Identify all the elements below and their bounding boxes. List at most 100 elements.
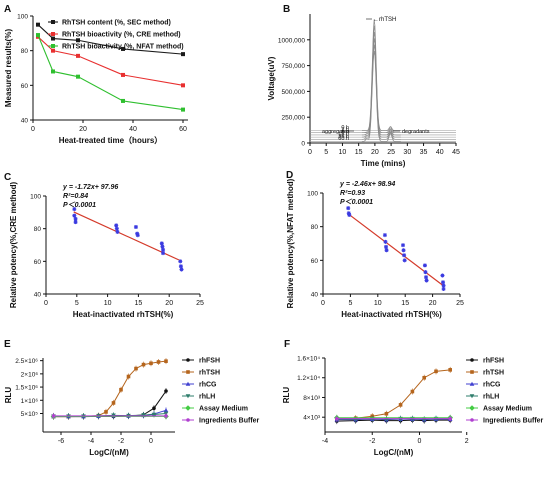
scatter-point <box>161 251 166 256</box>
data-point <box>164 359 168 363</box>
panel-letter-a: A <box>4 4 11 15</box>
data-point <box>163 408 169 413</box>
scatter-point <box>441 283 446 288</box>
data-point <box>141 362 146 367</box>
trace-label: 0 h <box>341 125 349 131</box>
y-tick-label: 80 <box>21 48 29 55</box>
x-tick-label: 2 <box>465 438 469 445</box>
chromatogram-trace <box>361 19 401 131</box>
peak-label: ←rhTSH <box>373 17 396 23</box>
legend-label: rhFSH <box>483 358 504 365</box>
data-point <box>151 412 157 417</box>
aggregates-label: aggregates <box>322 129 350 135</box>
legend-marker <box>186 358 190 362</box>
y-tick-label: 80 <box>311 224 319 231</box>
fit-line <box>73 211 182 262</box>
legend-marker <box>186 418 190 422</box>
x-tick-label: 15 <box>355 149 363 156</box>
legend-marker <box>470 418 474 422</box>
y-tick-label: 2×10⁶ <box>21 371 39 378</box>
data-point <box>448 368 452 372</box>
y-tick-label: 80 <box>34 226 42 233</box>
equation-line: P＜0.0001 <box>63 201 96 209</box>
y-tick-label: 500,000 <box>282 89 306 96</box>
data-point <box>76 74 80 79</box>
scatter-point <box>114 223 119 228</box>
scatter-point <box>401 243 406 248</box>
x-tick-label: 40 <box>436 149 444 156</box>
x-axis-label: Heat-inactivated rhTSH(%) <box>73 310 174 319</box>
scatter-point <box>401 248 406 253</box>
panel-d: 0 5 10 15 20 25 40 60 80 100 Heat-inactivated rhTS… <box>286 178 464 319</box>
panel-c: 0 5 10 15 20 25 40 60 80 100 Heat-inactivated rhTS… <box>9 182 204 319</box>
chromatogram-trace <box>361 38 401 138</box>
legend-marker <box>469 381 475 386</box>
equation-line: R²=0.93 <box>340 190 365 197</box>
x-tick-label: 0 <box>321 300 325 307</box>
scatter-point <box>441 286 446 291</box>
panel-f: -4 -2 0 2 4×10³ 8×10³ 1.2×10⁴ 1.6×10⁴ LogC/(nM) R… <box>282 356 544 458</box>
data-point <box>51 48 55 53</box>
y-tick-label: 60 <box>311 258 319 265</box>
x-tick-label: 0 <box>31 126 35 133</box>
scatter-point <box>179 267 184 272</box>
legend-label: rhTSH <box>483 370 504 377</box>
panel-a: 0 20 40 60 40 60 80 100 Heat-treated time（hours）… <box>4 14 188 145</box>
x-tick-label: 10 <box>374 300 382 307</box>
data-point <box>149 361 153 366</box>
y-tick-label: 5×10⁵ <box>21 411 39 418</box>
scatter-point <box>72 207 77 212</box>
legend-label: Ingredients Buffer <box>199 418 260 425</box>
x-tick-label: 20 <box>165 300 173 307</box>
y-tick-label: 1.2×10⁴ <box>297 375 320 382</box>
scatter-point <box>382 233 387 238</box>
x-tick-label: -4 <box>88 438 94 445</box>
y-tick-label: 100 <box>30 194 41 201</box>
data-point <box>335 416 339 421</box>
data-point <box>181 83 185 88</box>
scatter-point <box>422 263 427 268</box>
data-point <box>156 360 161 364</box>
trace-label: 8 h <box>341 129 349 135</box>
series-line <box>336 369 451 420</box>
trace-label: 2 h <box>341 127 349 133</box>
x-axis-label: LogC/(nM) <box>89 448 129 457</box>
panel-letter-d: D <box>286 170 293 181</box>
x-tick-label: -2 <box>118 438 124 445</box>
scatter-point <box>73 216 78 221</box>
legend-marker <box>469 405 475 411</box>
equation-line: P＜0.0001 <box>340 198 373 206</box>
y-tick-label: 4×10³ <box>303 415 321 422</box>
data-point <box>121 46 125 51</box>
y-tick-label: 1×10⁶ <box>21 398 39 405</box>
x-tick-label: 45 <box>452 149 460 156</box>
trace-label: 60 h <box>338 136 349 142</box>
panel-b: 0 5 10 15 20 25 30 35 40 45 0 250,000 500,000 750,000… <box>267 14 460 168</box>
data-point <box>384 411 389 416</box>
legend-label: rhFSH <box>199 358 220 365</box>
x-tick-label: 10 <box>339 149 347 156</box>
legend-marker <box>185 405 191 411</box>
legend-label: RhTSH content (%, SEC method) <box>62 20 171 27</box>
data-point <box>51 414 56 418</box>
data-point <box>104 410 108 414</box>
y-tick-label: 100 <box>17 14 28 21</box>
x-tick-label: 20 <box>429 300 437 307</box>
data-point <box>181 52 185 57</box>
legend-marker <box>185 394 191 399</box>
x-tick-label: -4 <box>322 438 328 445</box>
x-axis-label: Time (mins) <box>361 159 406 168</box>
scatter-point <box>423 270 428 275</box>
series-line <box>53 360 167 418</box>
data-point <box>36 22 40 27</box>
data-point <box>164 414 168 418</box>
data-point <box>141 413 146 418</box>
y-axis-label: Relative potency(%,NFAT method) <box>286 178 295 308</box>
scatter-point <box>160 244 165 249</box>
scatter-point <box>384 244 389 249</box>
scatter-point <box>383 239 388 244</box>
fit-line <box>347 212 444 287</box>
data-point <box>119 387 123 392</box>
y-axis-label: Measured results(%) <box>4 29 13 108</box>
y-tick-label: 8×10³ <box>303 395 321 402</box>
